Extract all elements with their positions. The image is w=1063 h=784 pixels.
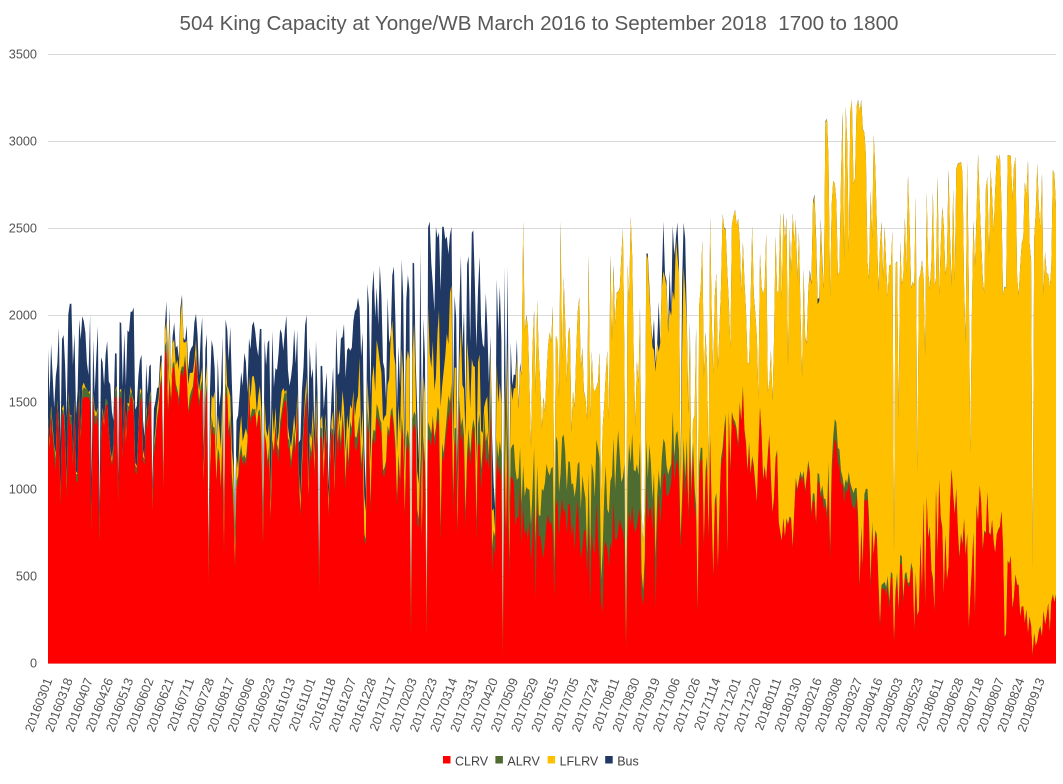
svg-text:3000: 3000 bbox=[9, 135, 37, 149]
svg-text:1000: 1000 bbox=[9, 483, 37, 497]
svg-text:2500: 2500 bbox=[9, 222, 37, 236]
svg-text:Bus: Bus bbox=[617, 755, 639, 769]
svg-text:3500: 3500 bbox=[9, 48, 37, 62]
svg-text:LFLRV: LFLRV bbox=[560, 755, 599, 769]
svg-text:CLRV: CLRV bbox=[455, 755, 489, 769]
svg-text:0: 0 bbox=[30, 657, 37, 671]
svg-text:2000: 2000 bbox=[9, 309, 37, 323]
svg-text:1500: 1500 bbox=[9, 396, 37, 410]
svg-text:500: 500 bbox=[16, 570, 37, 584]
svg-text:504 King Capacity at Yonge/WB: 504 King Capacity at Yonge/WB March 2016… bbox=[180, 12, 899, 35]
svg-text:ALRV: ALRV bbox=[507, 755, 540, 769]
